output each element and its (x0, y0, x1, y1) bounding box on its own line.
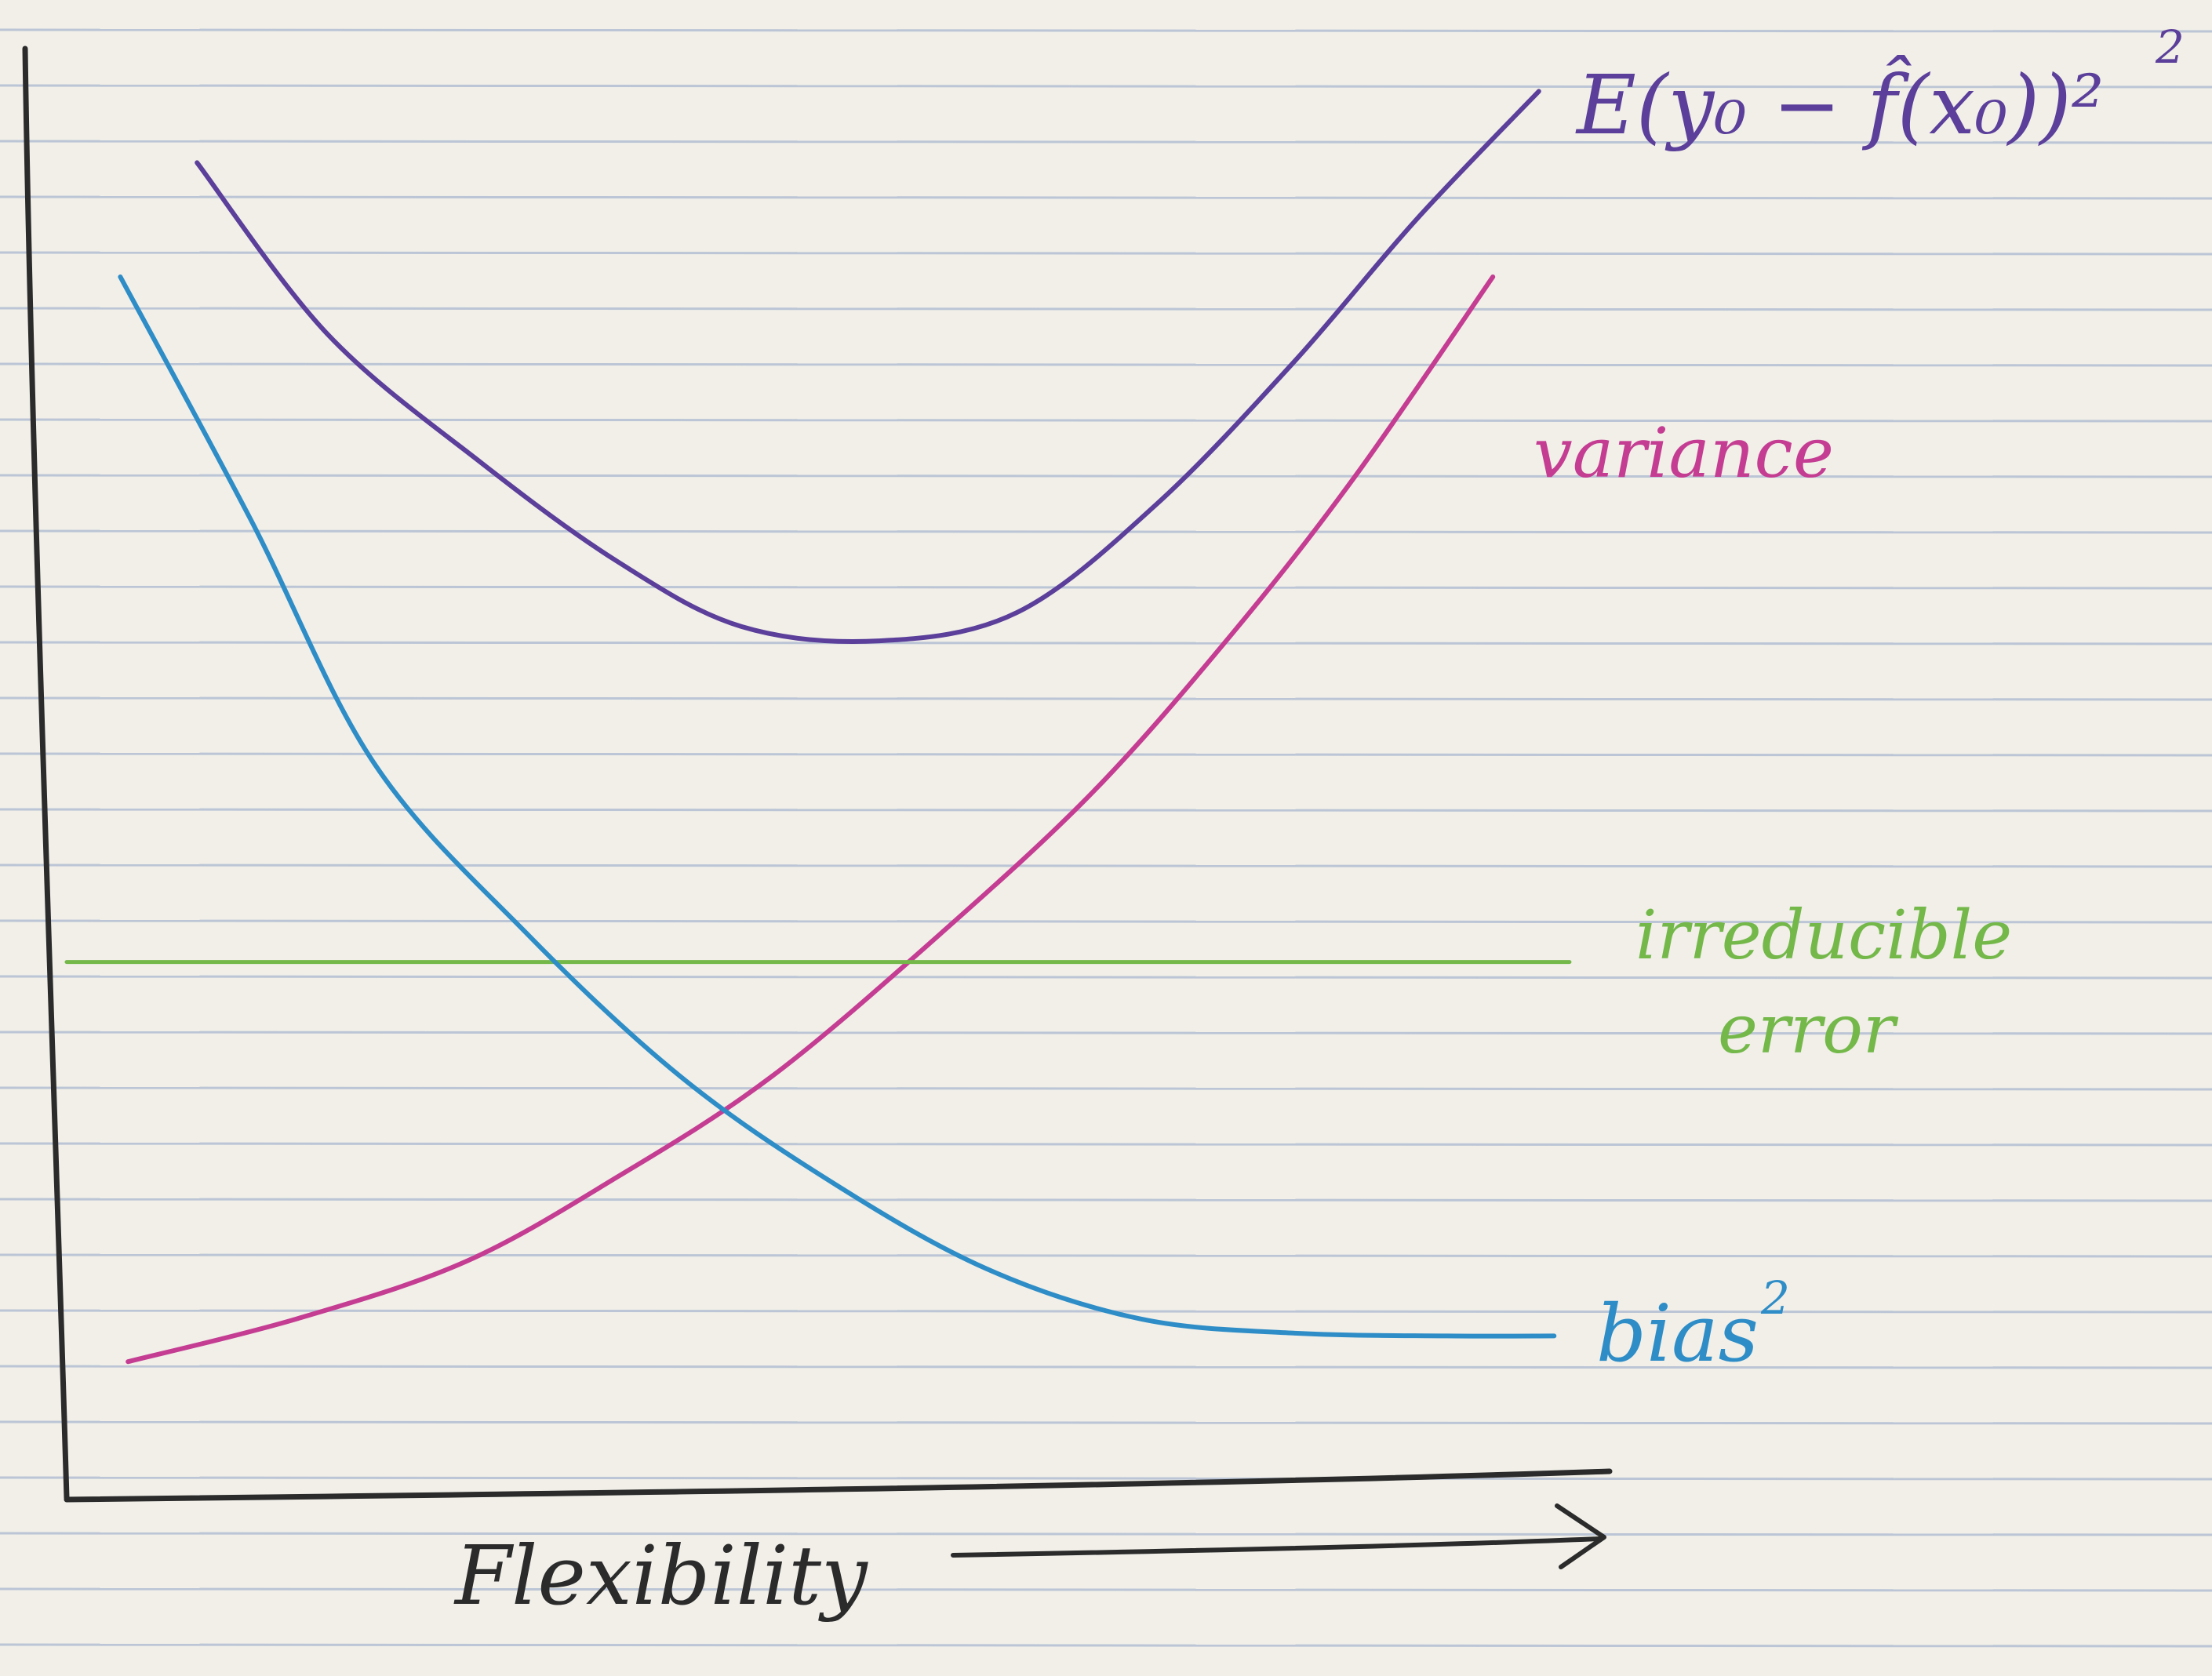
ruled-line (0, 641, 2212, 645)
series-label-bias-sup: 2 (1760, 1271, 1790, 1325)
ruled-line (0, 362, 2212, 367)
x-axis (64, 1468, 1613, 1503)
series-label-bias: bias (1596, 1288, 1759, 1380)
ruled-line (0, 140, 2212, 144)
x-axis-arrow (951, 1503, 1606, 1569)
ruled-line (0, 919, 2212, 924)
ruled-line (0, 307, 2212, 311)
series-line-variance (126, 274, 1496, 1365)
ruled-line (0, 975, 2212, 980)
ruled-line (0, 752, 2212, 757)
ruled-line (0, 696, 2212, 701)
series-layer (64, 89, 1572, 1365)
ruled-line (0, 418, 2212, 423)
ruled-line (0, 1476, 2212, 1481)
x-axis-label: Flexibility (453, 1528, 868, 1623)
ruled-line (0, 195, 2212, 200)
ruled-line (0, 474, 2212, 478)
ruled-line (0, 1253, 2212, 1258)
ruled-line (0, 863, 2212, 868)
ruled-lines (0, 28, 2212, 1648)
series-label-variance: variance (1533, 413, 1834, 493)
y-axis (22, 45, 70, 1501)
ruled-line (0, 251, 2212, 256)
series-label-total: E(y₀ − f̂(x₀))² (1575, 53, 2104, 153)
ruled-line (0, 28, 2212, 33)
ruled-line (0, 84, 2212, 89)
ruled-line (0, 1031, 2212, 1035)
ruled-line (0, 1420, 2212, 1425)
series-line-bias (118, 274, 1557, 1339)
series-label-irreducible-error: irreducible error (1635, 896, 2034, 1069)
ruled-line (0, 529, 2212, 534)
ruled-line (0, 1086, 2212, 1091)
ruled-line (0, 1142, 2212, 1147)
axes (22, 45, 1613, 1503)
ruled-line (0, 1532, 2212, 1536)
ruled-line (0, 1587, 2212, 1592)
ruled-line (0, 1365, 2212, 1369)
series-line-total-error (195, 89, 1541, 644)
ruled-line (0, 1198, 2212, 1202)
labels: E(y₀ − f̂(x₀))² 2 variance irreducible e… (453, 20, 2185, 1623)
ruled-line (0, 585, 2212, 590)
ruled-line (0, 808, 2212, 813)
ruled-line (0, 1643, 2212, 1648)
series-label-total-sup: 2 (2155, 20, 2185, 74)
